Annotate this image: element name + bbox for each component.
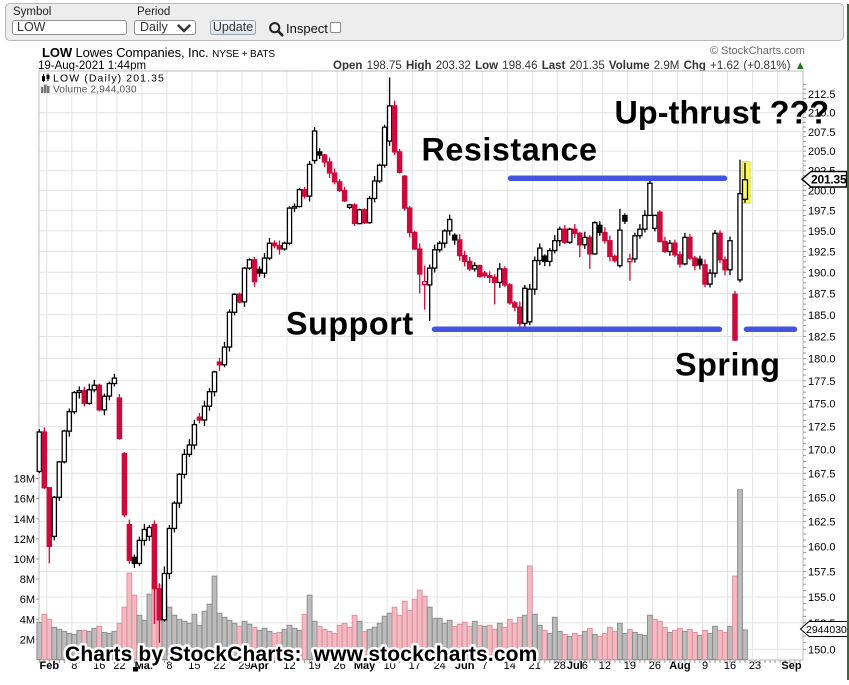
svg-text:195.0: 195.0: [808, 226, 836, 238]
svg-text:Up-thrust ???: Up-thrust ???: [615, 95, 830, 131]
svg-text:26: 26: [333, 660, 345, 672]
svg-text:175.0: 175.0: [808, 399, 836, 411]
svg-text:12: 12: [599, 660, 611, 672]
svg-text:Spring: Spring: [675, 346, 781, 382]
svg-text:14M: 14M: [14, 514, 35, 526]
svg-text:187.5: 187.5: [808, 288, 836, 300]
svg-text:23: 23: [749, 660, 761, 672]
svg-text:162.5: 162.5: [808, 517, 836, 529]
svg-text:172.5: 172.5: [808, 421, 836, 433]
svg-text:160.0: 160.0: [808, 541, 836, 553]
svg-text:16: 16: [724, 660, 736, 672]
svg-text:19: 19: [308, 660, 320, 672]
svg-text:185.0: 185.0: [808, 310, 836, 322]
svg-text:Resistance: Resistance: [422, 132, 598, 168]
svg-text:190.0: 190.0: [808, 267, 836, 279]
svg-text:28: 28: [554, 660, 566, 672]
svg-text:10: 10: [383, 660, 395, 672]
svg-text:12M: 12M: [14, 534, 35, 546]
svg-text:12: 12: [283, 660, 295, 672]
svg-text:Apr: Apr: [250, 660, 270, 672]
svg-text:May: May: [354, 660, 376, 672]
svg-text:2944030: 2944030: [806, 624, 847, 636]
svg-text:150.0: 150.0: [808, 644, 836, 656]
svg-text:16: 16: [93, 660, 105, 672]
svg-text:15: 15: [188, 660, 200, 672]
svg-text:14: 14: [504, 660, 516, 672]
svg-text:Aug: Aug: [669, 660, 690, 672]
svg-text:155.0: 155.0: [808, 592, 836, 604]
svg-text:LOW (Daily) 201.35: LOW (Daily) 201.35: [53, 73, 165, 85]
svg-text:Support: Support: [286, 306, 414, 342]
svg-text:16M: 16M: [14, 494, 35, 506]
svg-text:19: 19: [624, 660, 636, 672]
svg-text:200.0: 200.0: [808, 186, 836, 198]
svg-text:8: 8: [166, 660, 172, 672]
svg-text:18M: 18M: [14, 474, 35, 486]
svg-text:182.5: 182.5: [808, 332, 836, 344]
svg-text:9: 9: [702, 660, 708, 672]
svg-text:157.5: 157.5: [808, 567, 836, 579]
svg-text:22: 22: [213, 660, 225, 672]
svg-text:26: 26: [649, 660, 661, 672]
svg-text:24: 24: [434, 660, 446, 672]
svg-text:22: 22: [113, 660, 125, 672]
svg-text:192.5: 192.5: [808, 247, 836, 259]
svg-text:210.0: 210.0: [808, 108, 836, 120]
svg-text:177.5: 177.5: [808, 376, 836, 388]
svg-text:Jul: Jul: [567, 660, 583, 672]
svg-text:29: 29: [238, 660, 250, 672]
svg-text:21: 21: [529, 660, 541, 672]
svg-text:Mar: Mar: [135, 660, 155, 672]
svg-text:207.5: 207.5: [808, 127, 836, 139]
svg-text:Charts by StockCharts: www.st: Charts by StockCharts: www.stockcharts.c…: [65, 643, 537, 666]
svg-text:205.0: 205.0: [808, 146, 836, 158]
svg-text:180.0: 180.0: [808, 354, 836, 366]
svg-text:4M: 4M: [20, 614, 35, 626]
svg-text:7: 7: [482, 660, 488, 672]
svg-text:2M: 2M: [20, 634, 35, 646]
svg-text:8: 8: [71, 660, 77, 672]
svg-text:201.35: 201.35: [811, 173, 847, 187]
svg-text:Jun: Jun: [455, 660, 475, 672]
svg-text:6: 6: [582, 660, 588, 672]
svg-text:170.0: 170.0: [808, 445, 836, 457]
svg-text:167.5: 167.5: [808, 468, 836, 480]
svg-text:10M: 10M: [14, 554, 35, 566]
svg-text:6M: 6M: [20, 594, 35, 606]
svg-text:197.5: 197.5: [808, 206, 836, 218]
svg-text:Sep: Sep: [781, 660, 801, 672]
svg-text:8M: 8M: [20, 574, 35, 586]
svg-text:Feb: Feb: [40, 660, 60, 672]
svg-text:165.0: 165.0: [808, 492, 836, 504]
svg-text:212.5: 212.5: [808, 89, 836, 101]
svg-text:Volume 2,944,030: Volume 2,944,030: [53, 85, 137, 96]
svg-text:17: 17: [409, 660, 421, 672]
